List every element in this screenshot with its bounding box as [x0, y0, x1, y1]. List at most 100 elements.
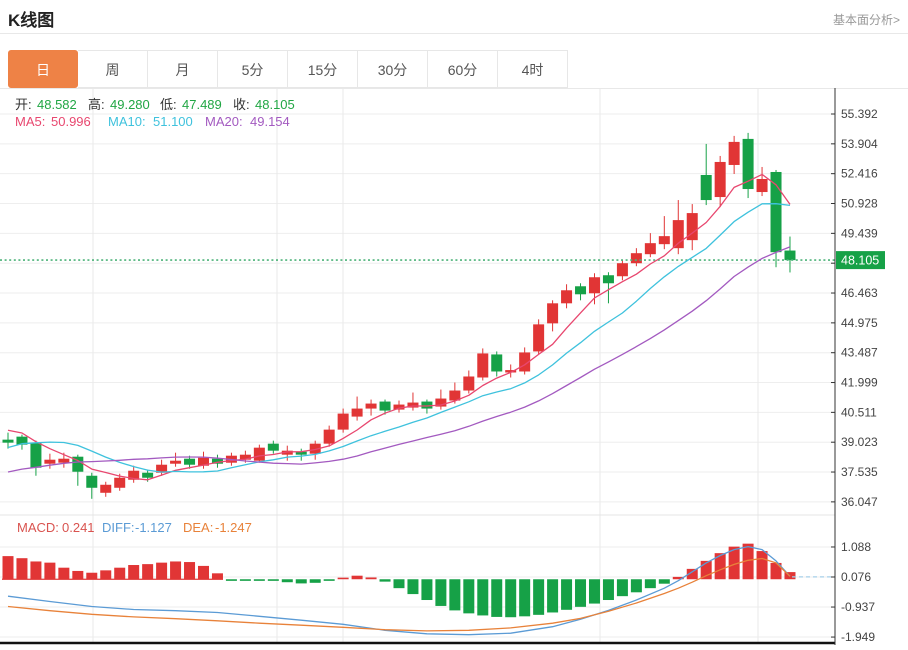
candle	[239, 454, 251, 460]
macd-bar	[114, 567, 126, 580]
candle	[295, 451, 307, 455]
kline-chart[interactable]: 55.392 53.904 52.416 50.928 49.439 46.463 44.9…	[0, 88, 908, 650]
candle	[100, 484, 112, 493]
macd-bar	[672, 576, 684, 580]
macd-axis-label: 1.088	[841, 540, 871, 554]
macd-bar	[16, 558, 28, 580]
macd-bar	[728, 546, 740, 580]
price-axis-label: 37.535	[841, 465, 878, 479]
macd-bar	[616, 579, 628, 597]
diff-line	[7, 545, 791, 636]
candle	[505, 370, 517, 373]
macd-bar	[477, 579, 489, 616]
ohlc-value: 47.489	[182, 97, 222, 112]
macd-bar	[184, 562, 196, 580]
macd-bar	[211, 573, 223, 580]
macd-bar	[142, 564, 154, 580]
candle	[686, 213, 698, 241]
macd-bar	[72, 570, 84, 580]
candle	[16, 436, 28, 445]
macd-bar	[700, 560, 712, 580]
tab-60min[interactable]: 60分	[428, 50, 498, 88]
ohlc-label: 收:	[233, 97, 250, 112]
ma-value: 51.100	[153, 114, 193, 129]
macd-bar	[225, 579, 237, 581]
candle	[142, 472, 154, 478]
macd-bar	[379, 579, 391, 582]
ma5-line	[7, 173, 791, 481]
macd-bar	[742, 543, 754, 580]
candle	[351, 408, 363, 417]
macd-bar	[463, 579, 475, 614]
macd-bar	[295, 579, 307, 584]
last-price-badge-value: 48.105	[841, 254, 879, 268]
macd-info-label: DIFF:	[102, 520, 135, 535]
price-axis-label: 49.439	[841, 226, 878, 240]
page-title: K线图	[8, 11, 55, 30]
macd-bar	[58, 567, 70, 580]
dea-line	[7, 557, 791, 632]
axis-layer: 55.392 53.904 52.416 50.928 49.439 46.463 44.9…	[831, 88, 878, 645]
candle	[491, 354, 503, 372]
price-axis-label: 44.975	[841, 316, 878, 330]
macd-bar	[644, 579, 656, 589]
macd-bar	[756, 551, 768, 580]
tab-30min[interactable]: 30分	[358, 50, 428, 88]
candle	[2, 439, 14, 443]
info-layer: 开: 48.582 高: 49.280 低: 47.489 收: 48.105 MA5: 50.9…	[15, 97, 295, 535]
price-axis-label: 43.487	[841, 346, 878, 360]
candle	[281, 450, 293, 455]
ma20-line	[7, 246, 791, 473]
tab-15min[interactable]: 15分	[288, 50, 358, 88]
ma-value: 49.154	[250, 114, 290, 129]
candle	[170, 460, 182, 464]
macd-bar	[351, 575, 363, 580]
price-axis-label: 40.511	[841, 405, 877, 419]
candle	[253, 447, 265, 461]
price-axis-label: 46.463	[841, 286, 878, 300]
tab-week[interactable]: 周	[78, 50, 148, 88]
fundamental-analysis-link[interactable]: 基本面分析>	[832, 13, 900, 27]
price-axis-label: 53.904	[841, 137, 878, 151]
ma-value: 50.996	[51, 114, 91, 129]
macd-bar	[393, 579, 405, 589]
candle	[714, 161, 726, 198]
macd-bar	[309, 579, 321, 583]
ohlc-label: 高:	[88, 97, 105, 112]
macd-bar	[100, 570, 112, 580]
macd-bar	[2, 556, 14, 580]
candle	[561, 290, 573, 304]
price-axis-label: 50.928	[841, 197, 878, 211]
candle	[533, 324, 545, 352]
ohlc-value: 49.280	[110, 97, 150, 112]
candles-layer	[2, 132, 796, 499]
candle	[616, 263, 628, 277]
price-axis-label: 36.047	[841, 495, 878, 509]
candle	[449, 390, 461, 401]
tab-4hour[interactable]: 4时	[498, 50, 568, 88]
macd-axis-label: -1.949	[841, 630, 875, 644]
macd-bar	[239, 579, 251, 581]
tab-month[interactable]: 月	[148, 50, 218, 88]
candle	[114, 477, 126, 488]
macd-bar	[421, 579, 433, 601]
candle	[547, 303, 559, 324]
ma-label: MA5:	[15, 114, 45, 129]
price-axis-label: 55.392	[841, 107, 878, 121]
candle	[672, 220, 684, 249]
macd-bar	[575, 579, 587, 607]
last-price-badge: 48.105	[836, 251, 885, 270]
macd-bar	[519, 579, 531, 617]
macd-bar	[128, 565, 140, 580]
candle	[156, 464, 168, 473]
macd-bar	[630, 579, 642, 593]
candle	[30, 442, 42, 468]
tab-5min[interactable]: 5分	[218, 50, 288, 88]
candle	[700, 174, 712, 201]
macd-bar	[44, 562, 56, 580]
candle	[86, 475, 98, 488]
candle	[463, 376, 475, 391]
macd-bar	[86, 572, 98, 580]
tab-day[interactable]: 日	[8, 50, 78, 88]
